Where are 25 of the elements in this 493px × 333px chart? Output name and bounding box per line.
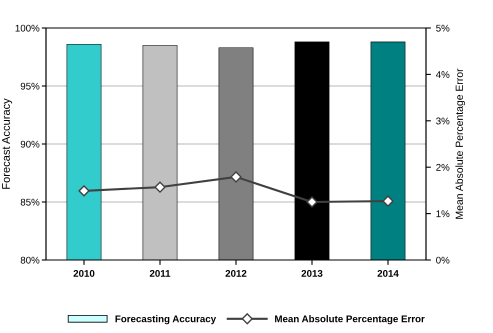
x-tick-label: 2011: [150, 270, 170, 277]
y-tick-label: 80%: [20, 256, 40, 264]
y2-tick-label: 3%: [436, 118, 450, 124]
y-tick-label: 95%: [20, 82, 40, 90]
legend-label: Mean Absolute Percentage Error: [275, 315, 425, 324]
point: [306, 196, 318, 208]
x-tick-label: 2012: [226, 270, 246, 277]
point: [154, 182, 166, 193]
series-label: Forecasting Accuracy: [116, 315, 216, 324]
y2-tick-label: 1%: [436, 210, 450, 218]
y2-tick-label: 4%: [436, 71, 450, 78]
point: [230, 171, 242, 183]
point: [382, 195, 394, 207]
y-tick-label: 100%: [16, 24, 40, 32]
y2-tick-label: 5%: [436, 24, 450, 32]
y2-axis-title: Mean Absolute Percentage Error: [455, 68, 466, 219]
y-tick-label: 85%: [20, 198, 40, 206]
y-tick-label: 90%: [20, 140, 40, 148]
x-tick-label: 2013: [302, 270, 322, 277]
x-tick-label: 2010: [74, 270, 94, 277]
y2-tick-label: 0%: [436, 256, 450, 264]
point: [78, 185, 90, 196]
x-tick-label: 2014: [378, 270, 399, 277]
y-axis-title: Forecast Accuracy: [2, 98, 12, 189]
y2-tick-label: 2%: [436, 164, 450, 171]
